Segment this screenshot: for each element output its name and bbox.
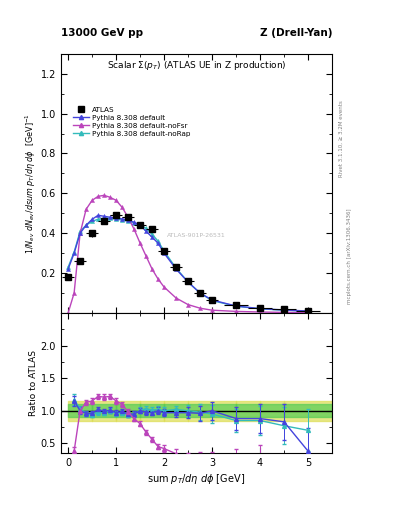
- Text: Rivet 3.1.10, ≥ 3.2M events: Rivet 3.1.10, ≥ 3.2M events: [339, 100, 344, 177]
- Text: mcplots.cern.ch [arXiv:1306.3436]: mcplots.cern.ch [arXiv:1306.3436]: [347, 208, 352, 304]
- Legend: ATLAS, Pythia 8.308 default, Pythia 8.308 default-noFsr, Pythia 8.308 default-no: ATLAS, Pythia 8.308 default, Pythia 8.30…: [70, 104, 193, 139]
- X-axis label: sum $p_T/d\eta$ $d\phi$ [GeV]: sum $p_T/d\eta$ $d\phi$ [GeV]: [147, 472, 246, 486]
- Text: Z (Drell-Yan): Z (Drell-Yan): [260, 28, 332, 38]
- Text: Scalar $\Sigma(p_T)$ (ATLAS UE in Z production): Scalar $\Sigma(p_T)$ (ATLAS UE in Z prod…: [107, 59, 286, 72]
- Text: 13000 GeV pp: 13000 GeV pp: [61, 28, 143, 38]
- Y-axis label: $1/N_{ev}$ $dN_{ev}/dsum$ $p_T/d\eta$ $d\phi$  $[\mathrm{GeV}]^{-1}$: $1/N_{ev}$ $dN_{ev}/dsum$ $p_T/d\eta$ $d…: [24, 113, 38, 254]
- Text: ATLAS-901P-26531: ATLAS-901P-26531: [167, 233, 226, 238]
- Y-axis label: Ratio to ATLAS: Ratio to ATLAS: [29, 350, 38, 416]
